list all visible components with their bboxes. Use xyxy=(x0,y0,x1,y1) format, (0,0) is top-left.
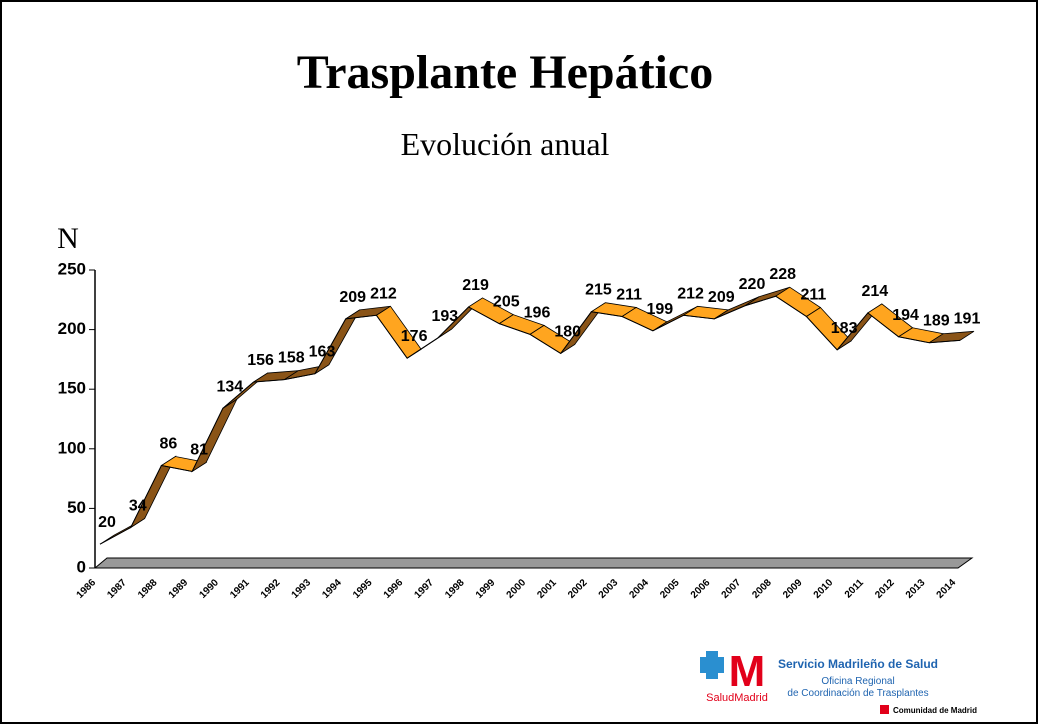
y-tick-label: 100 xyxy=(58,438,86,457)
data-label: 212 xyxy=(677,285,704,302)
data-label: 211 xyxy=(801,286,827,303)
data-label: 34 xyxy=(129,497,147,514)
data-label: 163 xyxy=(309,344,336,361)
data-label: 220 xyxy=(739,276,766,293)
line xyxy=(99,295,961,545)
data-label: 215 xyxy=(585,282,612,299)
data-label: 81 xyxy=(190,441,208,458)
logo-brand: SaludMadrid xyxy=(706,692,768,704)
logo-mark: M xyxy=(729,647,766,696)
data-label: 214 xyxy=(862,283,889,300)
chart-subtitle: Evolución anual xyxy=(401,126,610,162)
data-label: 20 xyxy=(98,514,116,531)
logo-region: Comunidad de Madrid xyxy=(893,706,977,715)
data-label: 86 xyxy=(160,435,178,452)
data-label: 180 xyxy=(554,323,581,340)
data-label: 193 xyxy=(432,308,459,325)
data-label: 156 xyxy=(247,352,274,369)
data-label: 205 xyxy=(493,294,520,311)
data-label: 194 xyxy=(892,307,919,324)
data-label: 183 xyxy=(831,320,858,337)
y-tick-label: 50 xyxy=(67,498,86,517)
data-label: 158 xyxy=(278,350,305,367)
data-label: 199 xyxy=(647,301,674,318)
data-label: 219 xyxy=(462,277,489,294)
y-axis-label: N xyxy=(57,222,79,255)
logo-flag xyxy=(880,705,889,714)
data-label: 176 xyxy=(401,328,428,345)
y-tick-label: 250 xyxy=(58,259,86,278)
y-tick-label: 200 xyxy=(58,319,86,338)
y-tick-label: 0 xyxy=(77,557,86,576)
data-label: 212 xyxy=(370,285,397,302)
logo: M SaludMadrid Servicio Madrileño de Salu… xyxy=(700,647,977,715)
logo-office: de Coordinación de Trasplantes xyxy=(787,688,928,699)
data-label: 209 xyxy=(708,289,735,306)
logo-name: Servicio Madrileño de Salud xyxy=(778,657,938,671)
y-tick-label: 150 xyxy=(58,379,86,398)
data-label: 228 xyxy=(769,266,796,283)
data-label: 134 xyxy=(217,378,244,395)
data-label: 191 xyxy=(954,310,981,327)
data-label: 189 xyxy=(923,313,950,330)
data-label: 209 xyxy=(339,289,366,306)
data-label: 211 xyxy=(616,286,642,303)
chart-title: Trasplante Hepático xyxy=(297,46,713,99)
logo-office: Oficina Regional xyxy=(821,676,894,687)
floor xyxy=(93,557,974,569)
logo-icon xyxy=(706,651,718,679)
data-label: 196 xyxy=(524,304,551,321)
